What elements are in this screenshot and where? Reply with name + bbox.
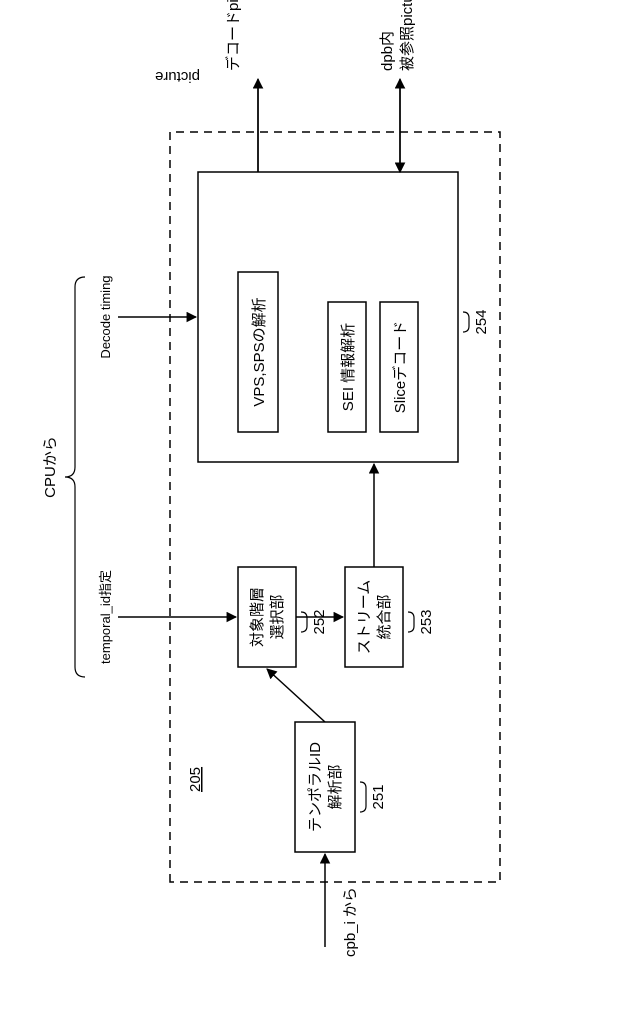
block-254-sub2: SEI 情報解析 — [340, 323, 357, 411]
label-decode-timing: Decode timing — [98, 275, 113, 358]
block-254: VPS,SPSの解析 SEI 情報解析 Sliceデコード 254 — [198, 172, 490, 462]
block-253-line1: ストリーム — [356, 580, 373, 655]
label-cpb-from: cpb_i から — [342, 887, 359, 957]
label-temporal-id: temporal_id指定 — [98, 570, 113, 664]
block-251-line1: テンポラルID — [307, 742, 324, 832]
label-decoded-picture-2: デコードpicture — [224, 0, 242, 71]
block-253-ref: 253 — [418, 609, 435, 634]
label-dpb-line1: dpb内 — [379, 31, 396, 71]
module-ref: 205 — [187, 767, 204, 792]
brace-cpu — [65, 277, 85, 677]
block-252-ref: 252 — [311, 609, 328, 634]
edge-251-252 — [267, 669, 325, 722]
block-251: テンポラルID 解析部 251 — [295, 722, 387, 852]
block-253-line2: 統合部 — [376, 594, 393, 639]
block-253: ストリーム 統合部 253 — [345, 567, 435, 667]
label-dpb-line2: 被参照picture — [399, 0, 416, 71]
block-252-line2: 選択部 — [269, 594, 286, 639]
label-from-cpu: CPUから — [42, 436, 59, 498]
block-254-sub1: VPS,SPSの解析 — [251, 297, 268, 406]
block-254-ref: 254 — [473, 309, 490, 334]
block-254-sub3: Sliceデコード — [391, 321, 409, 414]
block-252-line1: 対象階層 — [249, 587, 266, 647]
block-251-line2: 解析部 — [327, 764, 344, 809]
block-251-ref: 251 — [370, 784, 387, 809]
